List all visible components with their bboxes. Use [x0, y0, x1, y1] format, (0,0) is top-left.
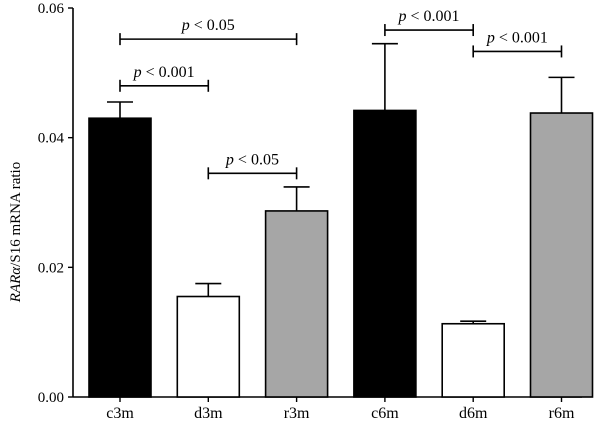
x-tick-label: d6m	[459, 405, 488, 422]
bar-d6m	[441, 322, 506, 398]
significance-label: p < 0.05	[181, 17, 235, 34]
x-tick-label: c6m	[371, 405, 399, 422]
bar-d3m	[176, 295, 241, 398]
x-tick-label: r3m	[284, 405, 310, 422]
x-tick-label: c3m	[106, 405, 134, 422]
y-axis-label-main: RARα	[8, 266, 24, 303]
y-tick-label: 0.04	[38, 131, 65, 147]
error-bars	[107, 42, 575, 324]
bar-r3m	[264, 210, 329, 398]
significance-brackets: p < 0.05 p < 0.001 p < 0.05 p < 0.001 p < 0.…	[119, 8, 563, 180]
svg-text:RARα/S16 mRNA ratio: RARα/S16 mRNA ratio	[8, 162, 24, 303]
y-tick-label: 0.02	[38, 260, 64, 276]
bar-r6m	[529, 112, 594, 398]
y-tick-label: 0.00	[38, 390, 64, 406]
x-tick-label: r6m	[549, 405, 575, 422]
significance-label: p < 0.001	[398, 8, 460, 25]
significance-label: p < 0.001	[133, 64, 195, 81]
x-tick-label: d3m	[194, 405, 223, 422]
y-axis-label: RARα/S16 mRNA ratio	[8, 162, 24, 303]
y-axis-label-rest: /S16 mRNA ratio	[8, 162, 24, 267]
axes: 0.00 0.02 0.04 0.06 c3m d3m r3m c6m d6m r6m	[38, 1, 582, 422]
bar-c3m	[88, 117, 152, 398]
significance-label: p < 0.05	[225, 151, 279, 168]
significance-label: p < 0.001	[486, 29, 548, 46]
y-tick-label: 0.06	[38, 1, 65, 17]
bar-c6m	[353, 109, 417, 398]
bars	[88, 109, 594, 398]
